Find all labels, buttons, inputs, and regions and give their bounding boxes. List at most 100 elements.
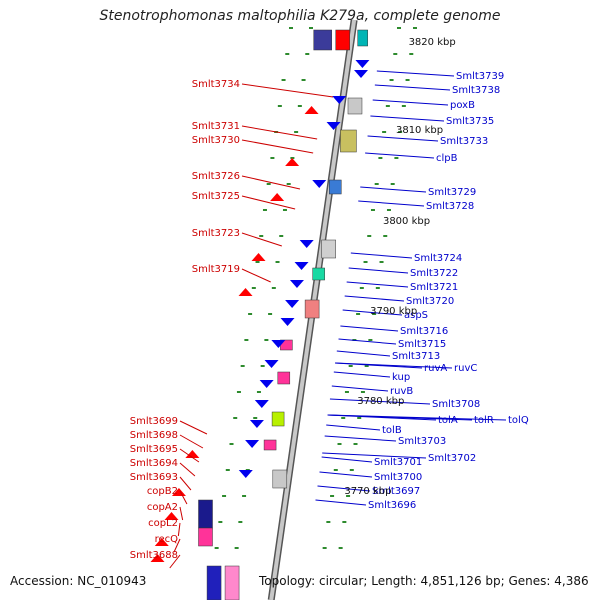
tick-mark <box>264 339 269 341</box>
tick-mark <box>344 391 349 393</box>
scale-label: 3810 kbp <box>396 125 443 136</box>
gene-label: Smlt3697 <box>372 486 420 497</box>
tick-mark <box>233 417 238 419</box>
forward-strand-arrow <box>312 180 327 188</box>
tick-mark <box>386 209 391 211</box>
map-title: Stenotrophomonas maltophilia K279a, comp… <box>99 8 501 24</box>
gene-label: ruvC <box>454 363 477 374</box>
tick-mark <box>285 53 290 55</box>
tick-mark <box>337 443 342 445</box>
tick-mark <box>294 131 299 133</box>
tick-mark <box>277 105 282 107</box>
gene-leader-line <box>326 424 381 431</box>
gene-label: Smlt3702 <box>428 453 476 464</box>
gene-leader-line <box>372 99 449 106</box>
gene-label: Smlt3700 <box>374 472 422 483</box>
gene-leader-line <box>179 490 188 505</box>
gene-label: tolB <box>382 425 402 436</box>
tick-mark <box>290 157 295 159</box>
gene-label: tolQ <box>508 415 529 426</box>
scale-label: 3820 kbp <box>409 37 456 48</box>
tick-mark <box>248 313 253 315</box>
tick-mark <box>270 157 275 159</box>
reverse-strand-arrow <box>150 554 165 562</box>
gene-label: Smlt3728 <box>426 201 474 212</box>
gene-label: Smlt3720 <box>406 296 454 307</box>
gene-label: Smlt3730 <box>192 135 240 146</box>
feature-block <box>313 29 332 51</box>
gene-label: Smlt3699 <box>130 416 178 427</box>
tick-mark <box>253 417 258 419</box>
gene-label: Smlt3693 <box>130 472 178 483</box>
reverse-strand-arrow <box>251 253 266 261</box>
tick-mark <box>301 79 306 81</box>
gene-leader-line <box>179 434 204 449</box>
gene-leader-line <box>331 385 389 392</box>
feature-block <box>277 371 291 385</box>
tick-mark <box>368 339 373 341</box>
forward-strand-arrow <box>249 420 264 428</box>
tick-mark <box>279 235 284 237</box>
gene-label: Smlt3738 <box>452 85 500 96</box>
tick-mark <box>359 287 364 289</box>
tick-mark <box>275 261 280 263</box>
gene-leader-line <box>241 125 318 140</box>
forward-strand-arrow <box>271 340 286 348</box>
feature-block <box>198 499 213 529</box>
gene-leader-line <box>350 252 413 259</box>
gene-label: Smlt3729 <box>428 187 476 198</box>
tick-mark <box>330 495 335 497</box>
forward-strand-arrow <box>326 122 341 130</box>
forward-strand-arrow <box>294 262 309 270</box>
tick-mark <box>234 547 239 549</box>
tick-mark <box>375 287 380 289</box>
gene-leader-line <box>327 414 507 421</box>
tick-mark <box>259 235 264 237</box>
forward-strand-arrow <box>355 60 370 68</box>
forward-strand-arrow <box>254 400 269 408</box>
gene-leader-line <box>374 84 451 91</box>
gene-label: aspS <box>404 310 428 321</box>
tick-mark <box>229 443 234 445</box>
gene-leader-line <box>322 452 427 459</box>
tick-mark <box>288 27 293 29</box>
tick-mark <box>326 521 331 523</box>
tick-mark <box>268 313 273 315</box>
tick-mark <box>308 27 313 29</box>
forward-strand-arrow <box>353 70 368 78</box>
tick-mark <box>244 339 249 341</box>
tick-mark <box>271 287 276 289</box>
forward-strand-arrow <box>299 240 314 248</box>
gene-leader-line <box>179 476 192 491</box>
tick-mark <box>305 53 310 55</box>
gene-label: Smlt3708 <box>432 399 480 410</box>
tick-mark <box>238 521 243 523</box>
gene-label: Smlt3698 <box>130 430 178 441</box>
reverse-strand-arrow <box>270 193 285 201</box>
gene-label: Smlt3701 <box>374 457 422 468</box>
feature-block <box>357 29 368 47</box>
tick-mark <box>353 443 358 445</box>
gene-label: Smlt3723 <box>192 228 240 239</box>
tick-mark <box>360 391 365 393</box>
gene-leader-line <box>344 295 405 302</box>
scale-label: 3780 kbp <box>357 396 404 407</box>
tick-mark <box>262 209 267 211</box>
tick-mark <box>378 157 383 159</box>
gene-leader-line <box>321 456 373 463</box>
gene-leader-line <box>338 338 397 345</box>
tick-mark <box>364 365 369 367</box>
reverse-strand-arrow <box>285 158 300 166</box>
gene-leader-line <box>367 135 439 142</box>
tick-mark <box>255 261 260 263</box>
tick-mark <box>390 183 395 185</box>
feature-block <box>335 29 350 51</box>
forward-strand-arrow <box>264 360 279 368</box>
tick-mark <box>398 131 403 133</box>
gene-label: Smlt3724 <box>414 253 462 264</box>
forward-strand-arrow <box>238 470 253 478</box>
tick-mark <box>260 365 265 367</box>
gene-leader-line <box>340 325 399 332</box>
forward-strand-arrow <box>280 318 295 326</box>
